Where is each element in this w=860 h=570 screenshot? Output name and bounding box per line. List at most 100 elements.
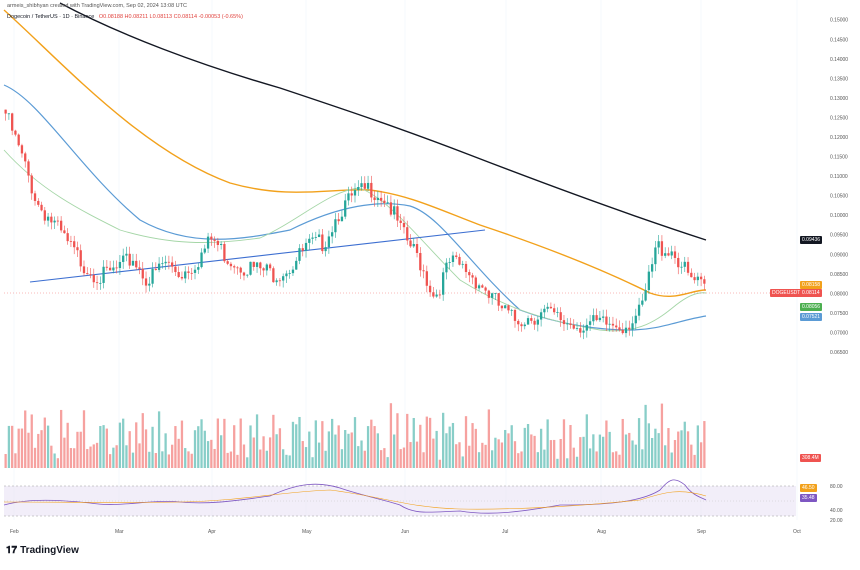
volume-bar bbox=[350, 432, 353, 468]
volume-bar bbox=[500, 442, 504, 468]
volume-bar bbox=[265, 450, 268, 468]
volume-bar bbox=[157, 411, 161, 468]
candle-body bbox=[481, 285, 484, 288]
candle-body bbox=[654, 247, 657, 265]
price-axis-tick-label: 0.13000 bbox=[830, 96, 848, 102]
candle-body bbox=[317, 234, 321, 238]
volume-bar bbox=[206, 441, 210, 468]
volume-bar bbox=[99, 426, 102, 468]
candle-body bbox=[582, 330, 585, 333]
candle-body bbox=[575, 328, 579, 329]
volume-bar bbox=[562, 419, 566, 468]
volume-bar bbox=[291, 421, 295, 468]
candle-body bbox=[128, 253, 131, 266]
volume-bar bbox=[282, 449, 285, 468]
candle-body bbox=[105, 266, 108, 268]
volume-bar bbox=[197, 426, 200, 468]
time-axis-tick-label: Aug bbox=[597, 529, 606, 535]
volume-bar bbox=[20, 428, 24, 468]
volume-bar bbox=[223, 418, 226, 468]
candle-body bbox=[66, 233, 69, 242]
candle-body bbox=[419, 252, 422, 271]
candle-body bbox=[602, 316, 605, 318]
candle-body bbox=[379, 197, 383, 201]
candle-body bbox=[321, 234, 324, 252]
candle-body bbox=[402, 222, 406, 228]
candle-body bbox=[566, 323, 569, 325]
candle-body bbox=[520, 324, 523, 327]
candle-body bbox=[11, 113, 14, 131]
volume-bar bbox=[520, 451, 523, 468]
volume-bar bbox=[252, 437, 255, 468]
volume-bar bbox=[438, 459, 442, 468]
candle-body bbox=[112, 267, 115, 271]
volume-bar bbox=[33, 447, 37, 468]
candle-body bbox=[634, 315, 637, 324]
candle-body bbox=[664, 253, 667, 256]
volume-bar bbox=[536, 452, 539, 468]
volume-bar bbox=[376, 433, 379, 468]
volume-bar bbox=[572, 447, 575, 468]
candle-body bbox=[363, 183, 366, 189]
volume-bar bbox=[435, 430, 438, 468]
volume-bar bbox=[82, 410, 86, 468]
volume-bar bbox=[543, 449, 546, 468]
candle-body bbox=[389, 202, 393, 215]
volume-bar bbox=[79, 431, 82, 468]
volume-bar bbox=[461, 456, 464, 468]
candle-body bbox=[259, 262, 262, 269]
volume-bar bbox=[690, 444, 693, 468]
volume-bar bbox=[490, 450, 494, 468]
volume-bar bbox=[477, 452, 481, 468]
tradingview-logo[interactable]: 𝟏𝟕 TradingView bbox=[6, 545, 79, 556]
price-axis-tick-label: 0.10500 bbox=[830, 194, 848, 200]
candle-body bbox=[605, 316, 608, 325]
volume-bar bbox=[693, 454, 696, 468]
candle-body bbox=[144, 278, 148, 286]
volume-bar bbox=[331, 418, 334, 468]
price-axis-tick-label: 0.07000 bbox=[830, 330, 848, 336]
volume-bar bbox=[203, 430, 206, 468]
candle-body bbox=[464, 263, 468, 273]
candle-body bbox=[197, 267, 200, 270]
candle-body bbox=[272, 268, 275, 283]
candle-body bbox=[24, 153, 27, 162]
candle-body bbox=[608, 323, 611, 325]
time-axis-tick-label: Apr bbox=[208, 529, 216, 535]
volume-bar bbox=[229, 451, 233, 468]
volume-bar bbox=[11, 425, 14, 468]
price-axis-tick-label: 0.09000 bbox=[830, 252, 848, 258]
ohlc-values: O0.08188 H0.08211 L0.08113 C0.08114 -0.0… bbox=[98, 14, 243, 20]
candle-body bbox=[631, 323, 634, 330]
rsi-tag: 35.48 bbox=[800, 494, 817, 502]
rsi-pane bbox=[4, 485, 796, 517]
candle-body bbox=[171, 262, 174, 267]
volume-bar bbox=[637, 418, 641, 468]
volume-bar bbox=[295, 424, 298, 468]
candle-body bbox=[696, 276, 699, 281]
candle-body bbox=[282, 276, 285, 281]
symbol-line[interactable]: Dogecoin / TetherUS · 1D · Binance O0.08… bbox=[7, 14, 243, 20]
candle-body bbox=[157, 263, 161, 270]
candle-body bbox=[686, 261, 690, 273]
volume-bar bbox=[393, 434, 396, 468]
volume-bar bbox=[122, 418, 125, 468]
volume-bar bbox=[278, 428, 282, 468]
volume-bar bbox=[187, 451, 190, 468]
candle-body bbox=[549, 306, 553, 309]
candle-body bbox=[193, 269, 197, 273]
candle-body bbox=[677, 257, 680, 268]
candle-body bbox=[393, 206, 396, 215]
candle-body bbox=[92, 274, 95, 283]
candle-body bbox=[366, 182, 370, 189]
volume-bar bbox=[327, 431, 331, 468]
rsi-ma-line bbox=[3, 489, 707, 510]
candle-body bbox=[210, 236, 213, 240]
volume-bar bbox=[471, 423, 474, 468]
candle-body bbox=[99, 282, 102, 284]
candle-body bbox=[703, 279, 706, 284]
candle-body bbox=[141, 268, 144, 279]
volume-bar bbox=[481, 442, 484, 468]
